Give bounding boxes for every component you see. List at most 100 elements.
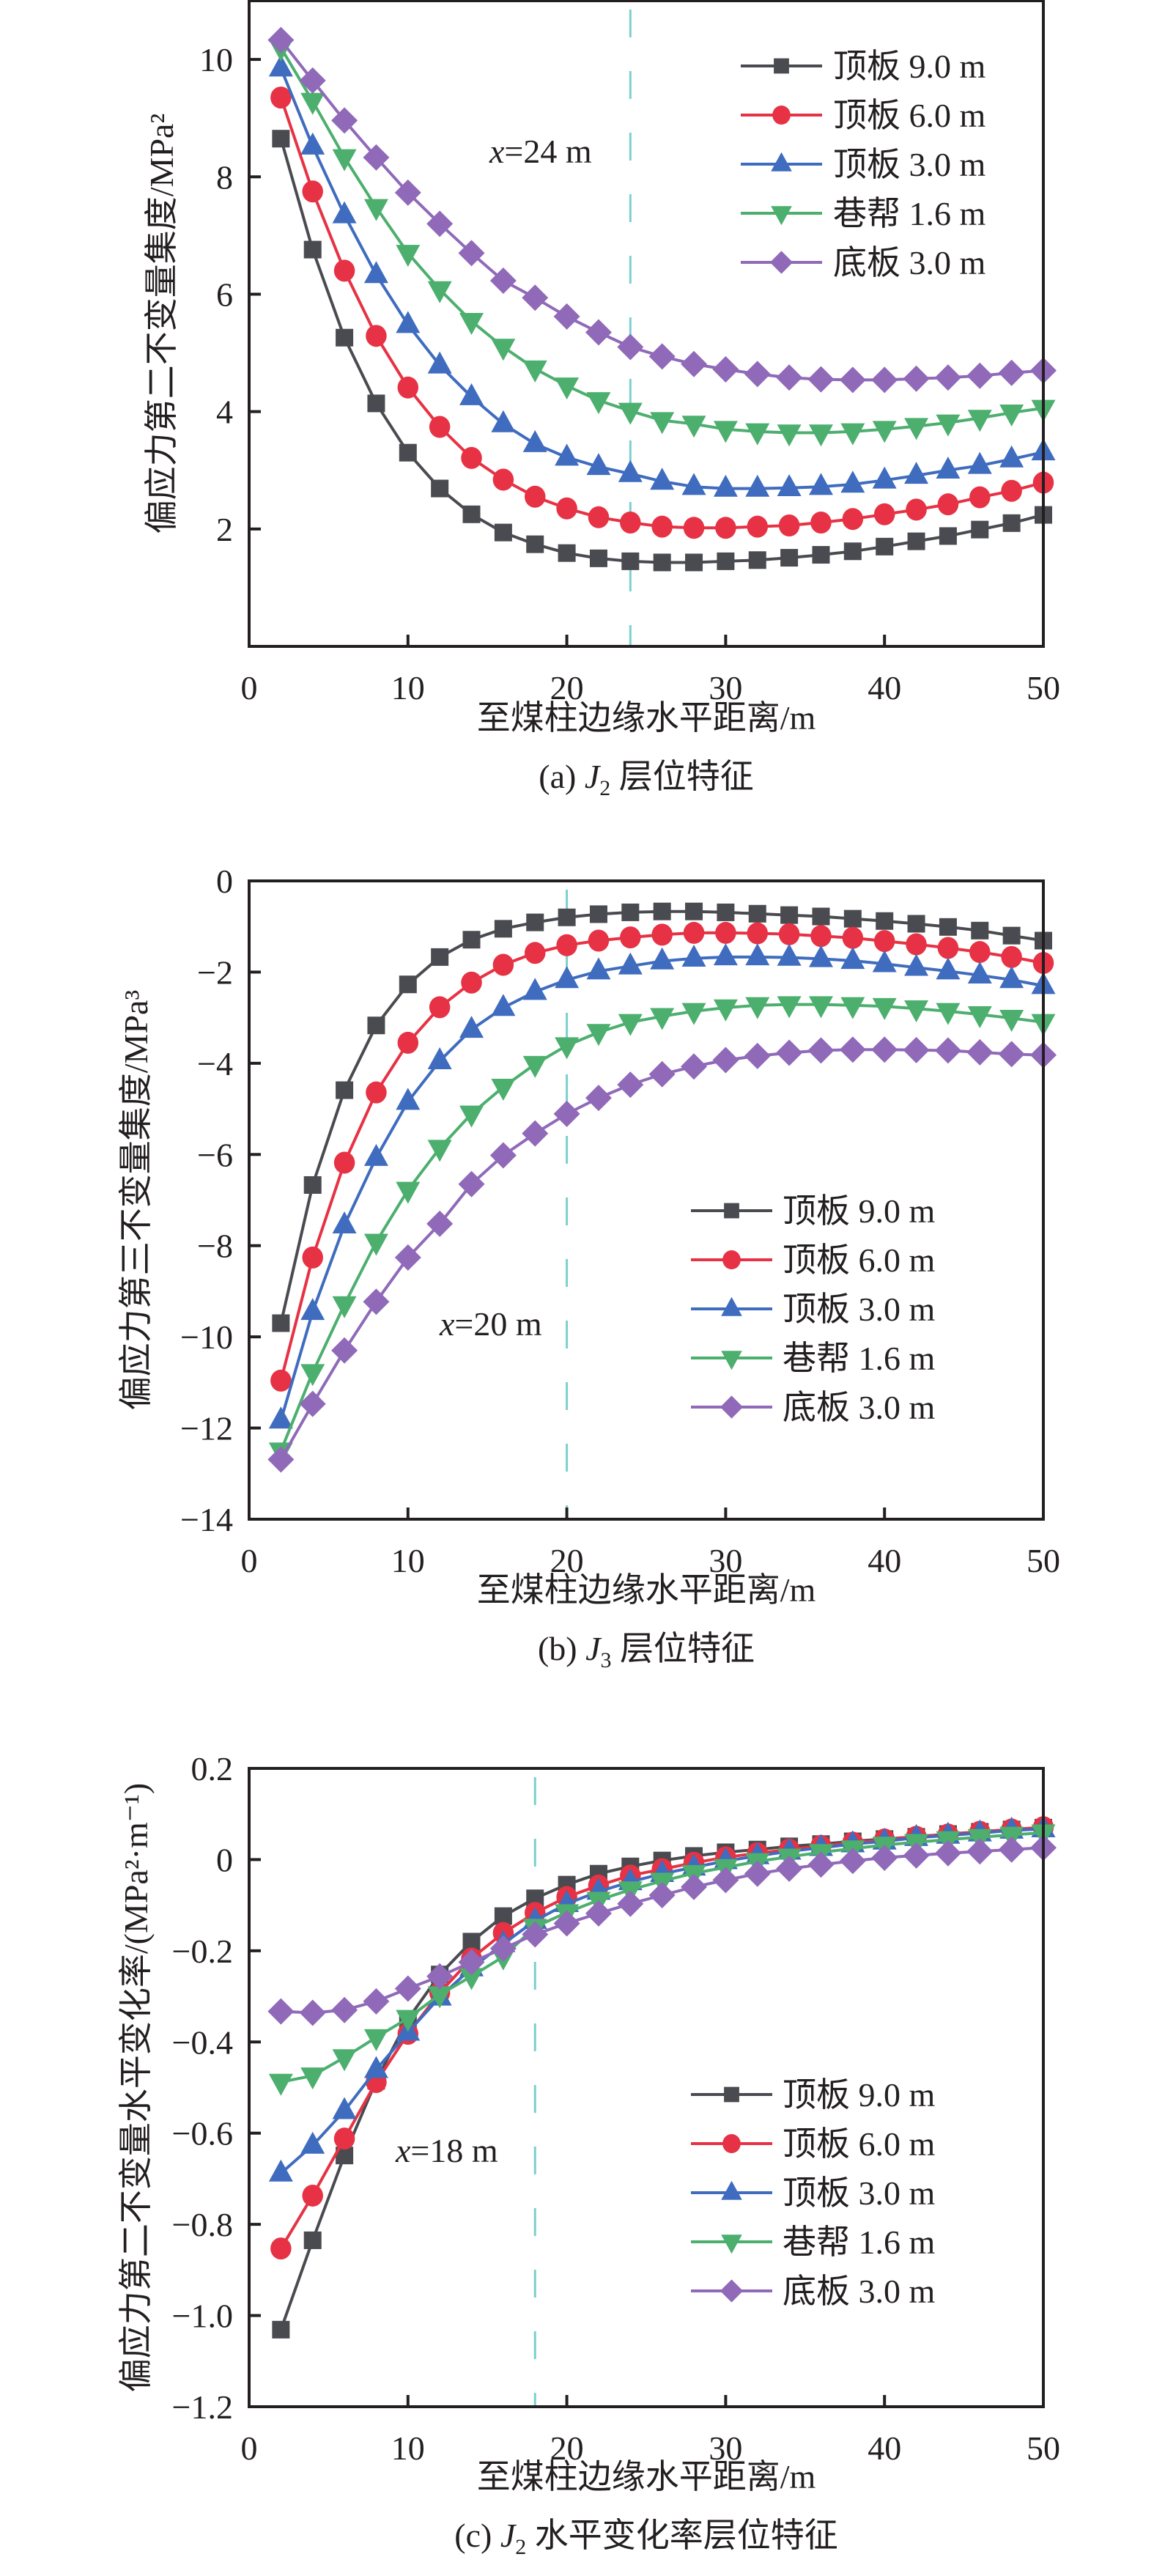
caption-prefix: (a) — [539, 758, 585, 795]
data-point — [840, 423, 865, 446]
data-point — [494, 920, 512, 938]
data-point — [747, 922, 769, 945]
legend-label: 顶板 3.0 m — [833, 146, 986, 183]
data-point — [843, 909, 862, 928]
data-point — [712, 355, 739, 383]
legend-marker-icon — [722, 1250, 741, 1269]
data-point — [998, 1041, 1025, 1068]
y-tick-label: −6 — [197, 1136, 233, 1173]
data-point — [270, 86, 292, 109]
data-point — [967, 1006, 992, 1029]
data-point — [491, 994, 516, 1016]
y-tick-label: −2 — [197, 953, 233, 991]
data-point — [363, 261, 388, 284]
series-3 — [268, 54, 1056, 497]
x-tick-label: 30 — [709, 669, 742, 706]
y-tick-label: 0.2 — [191, 1750, 234, 1787]
data-point — [839, 1036, 866, 1063]
chart-panel-c: 0 10 20 30 40 50−1.2−1.0−0.8−0.6−0.4−0.200.2 … — [117, 1750, 1060, 2559]
x-tick-label: 30 — [709, 2429, 742, 2467]
data-point — [744, 361, 771, 388]
data-point — [555, 1037, 580, 1060]
data-point — [780, 906, 799, 924]
data-point — [903, 1842, 930, 1869]
data-point — [303, 240, 322, 259]
data-point — [272, 2320, 290, 2339]
data-point — [747, 515, 769, 538]
data-point — [458, 1170, 485, 1197]
data-point — [777, 943, 802, 966]
x-tick-label: 20 — [550, 1542, 584, 1579]
data-point — [966, 362, 994, 389]
x-tick-label: 20 — [550, 2429, 584, 2467]
data-point — [969, 486, 991, 509]
data-point — [556, 497, 577, 520]
data-point — [588, 929, 610, 952]
legend-item: 巷帮 1.6 m — [741, 195, 986, 232]
data-point — [396, 1181, 421, 1204]
data-point — [522, 429, 547, 452]
data-point — [270, 2237, 292, 2260]
data-point — [462, 1933, 481, 1951]
data-point — [524, 942, 546, 964]
data-point — [999, 445, 1024, 468]
data-point — [748, 904, 766, 923]
data-point — [617, 1071, 644, 1099]
data-point — [270, 1369, 292, 1392]
data-point — [936, 456, 961, 479]
data-point — [586, 392, 611, 415]
data-point — [810, 512, 832, 534]
data-point — [650, 468, 675, 490]
y-axis-title: 偏应力第二不变量水平变化率/(MPa²·m⁻¹) — [117, 1783, 155, 2392]
x-tick-label: 40 — [868, 1542, 901, 1579]
data-point — [363, 199, 388, 221]
data-point — [620, 512, 641, 534]
data-point — [555, 377, 580, 400]
data-point — [903, 365, 930, 392]
data-point — [397, 376, 419, 399]
data-point — [681, 1873, 708, 1900]
data-point — [904, 953, 929, 976]
reference-line-label-var: x — [395, 2132, 411, 2169]
data-point — [489, 267, 517, 295]
data-point — [776, 1039, 803, 1066]
data-point — [745, 423, 770, 446]
data-point — [840, 997, 865, 1019]
series-5 — [267, 1036, 1057, 1473]
data-point — [459, 1016, 484, 1038]
data-point — [302, 1246, 323, 1269]
data-point — [555, 966, 580, 989]
y-tick-label: −10 — [180, 1318, 233, 1356]
data-point — [650, 1008, 675, 1030]
y-tick-label: 8 — [216, 158, 233, 196]
data-point — [492, 953, 514, 976]
data-point — [713, 999, 738, 1022]
data-point — [807, 1851, 835, 1878]
data-point — [331, 107, 358, 134]
legend-item: 顶板 9.0 m — [691, 1192, 936, 1230]
data-point — [999, 404, 1024, 427]
data-point — [299, 1390, 326, 1417]
legend-label: 顶板 6.0 m — [833, 97, 986, 134]
data-point — [589, 549, 607, 567]
x-tick-label: 10 — [391, 2429, 425, 2467]
data-point — [267, 1446, 295, 1473]
data-point — [300, 2131, 325, 2154]
legend-marker-icon — [721, 1296, 742, 1316]
data-point — [333, 2127, 355, 2150]
data-point — [745, 997, 770, 1019]
data-point — [462, 505, 481, 523]
data-point — [685, 553, 703, 572]
data-point — [1002, 514, 1021, 532]
data-point — [715, 921, 736, 944]
data-point — [876, 912, 894, 930]
caption-subscript: 3 — [601, 1648, 612, 1672]
data-point — [396, 1088, 421, 1110]
y-tick-label: −0.4 — [172, 2023, 233, 2061]
data-point — [363, 144, 390, 171]
data-point — [268, 54, 293, 77]
data-point — [777, 996, 802, 1019]
data-point — [807, 366, 835, 393]
data-point — [843, 542, 862, 561]
panel-caption: (c) J2 水平变化率层位特征 — [454, 2517, 837, 2559]
